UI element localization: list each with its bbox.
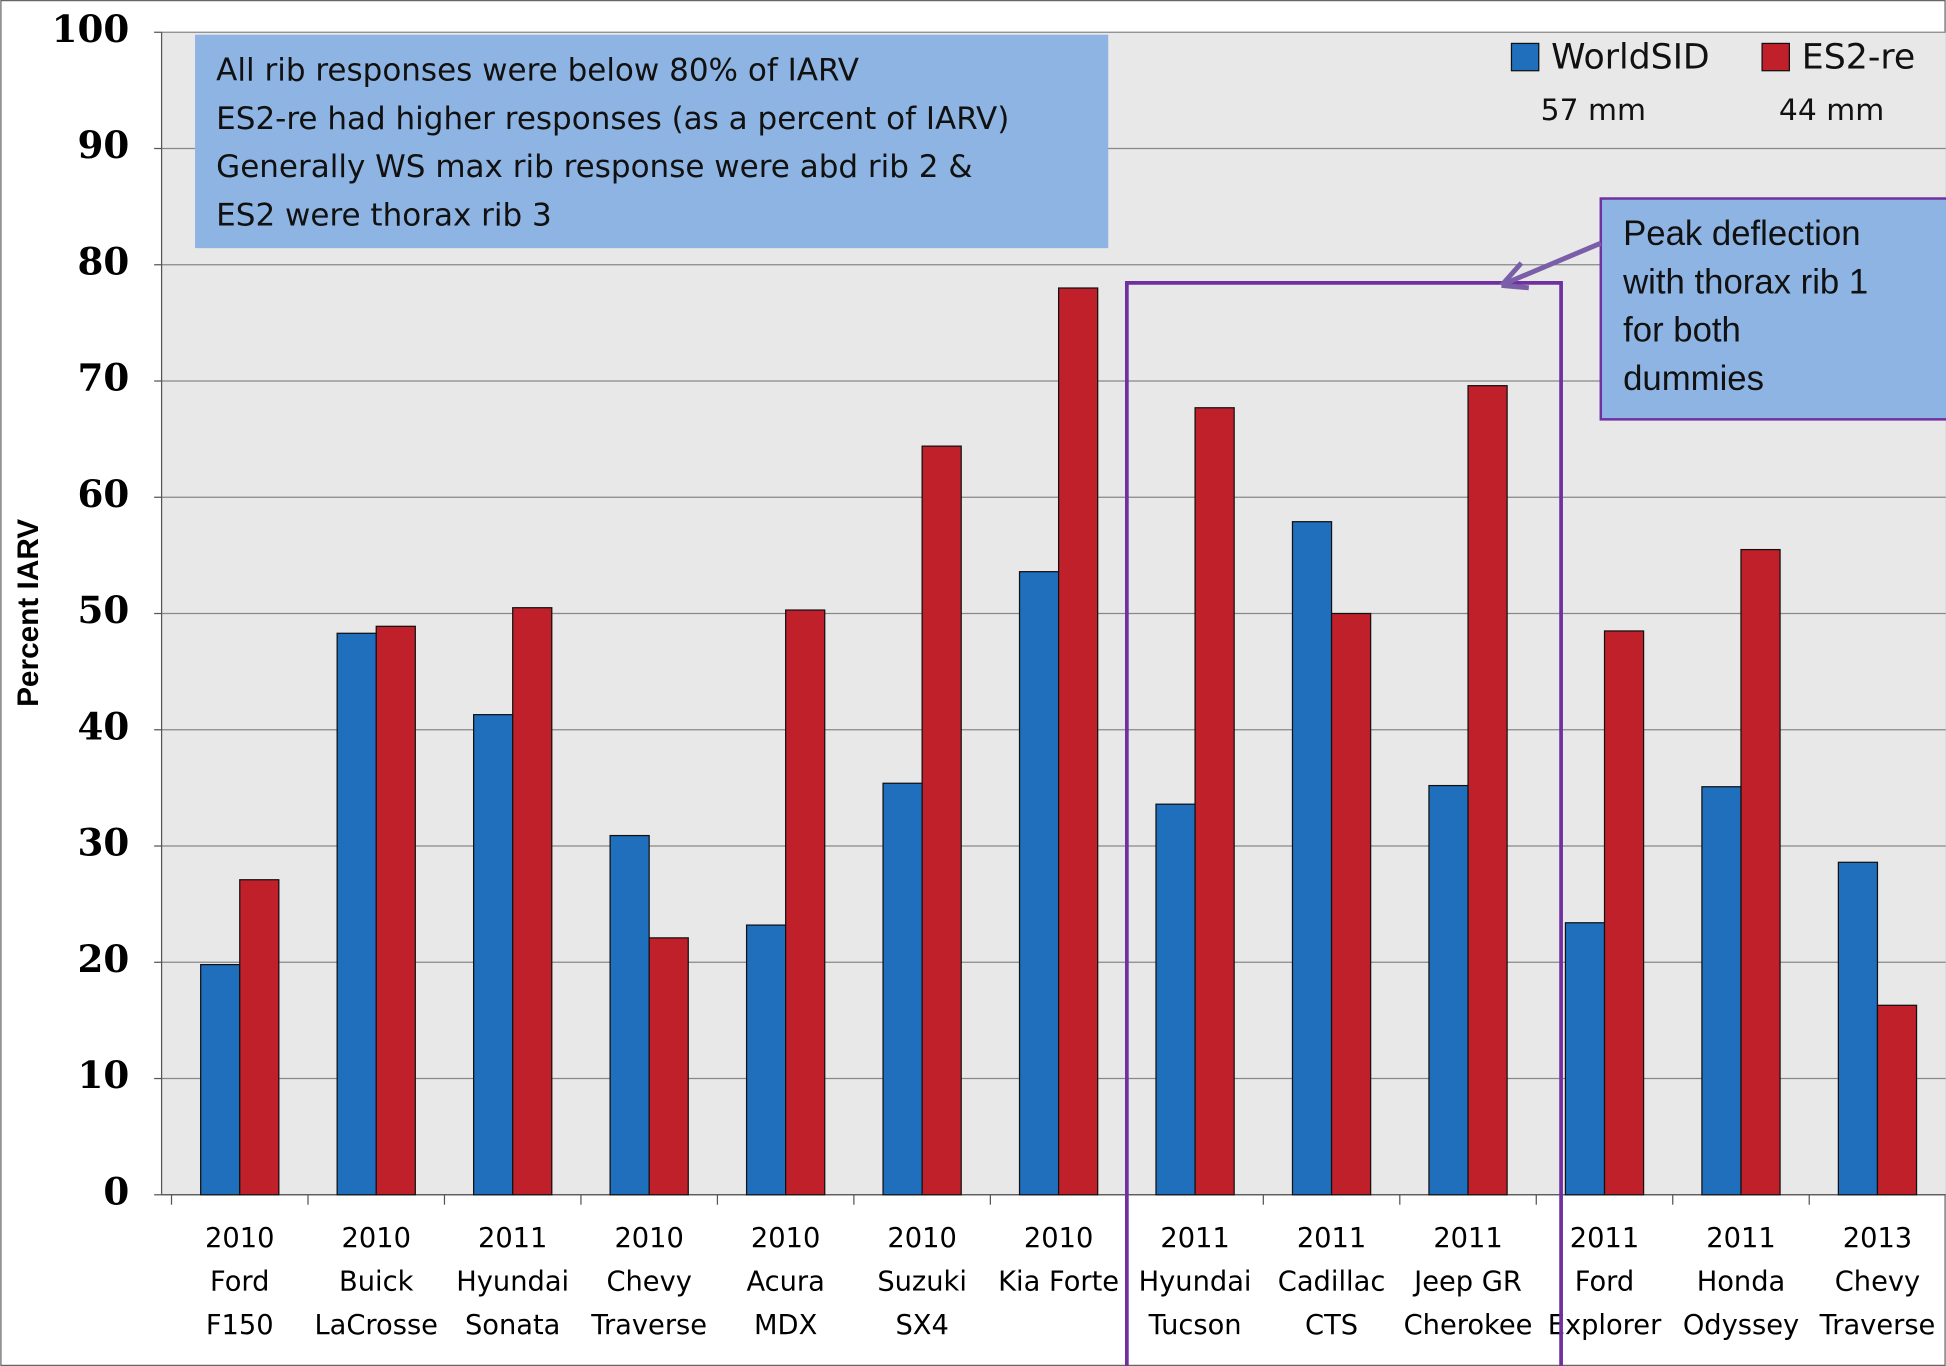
y-tick-label: 10 (78, 1053, 130, 1097)
bar (1837, 861, 1879, 1196)
x-tick-label: LaCrosse (314, 1310, 438, 1341)
bar (1428, 784, 1469, 1196)
annotation-text: Generally WS max rib response were abd r… (216, 149, 972, 185)
x-tick-label: 2011 (478, 1223, 547, 1254)
x-tick-label: Acura (746, 1266, 824, 1297)
x-tick-label: Explorer (1548, 1310, 1662, 1341)
x-tick-label: Traverse (590, 1310, 707, 1341)
bar (1876, 1004, 1918, 1196)
bar (609, 834, 650, 1196)
y-tick-label: 30 (78, 821, 130, 865)
y-tick-label: 80 (78, 239, 130, 283)
legend-swatch (1510, 42, 1540, 72)
annotation-text: All rib responses were below 80% of IARV (216, 52, 859, 88)
x-tick-label: 2010 (1024, 1223, 1093, 1254)
bar (1467, 385, 1508, 1196)
x-tick-label: Hyundai (456, 1266, 569, 1297)
bar (1701, 786, 1742, 1196)
legend-note: 44 mm (1779, 93, 1884, 128)
x-tick-label: Sonata (465, 1310, 560, 1341)
y-tick-label: 40 (78, 704, 130, 748)
x-tick-label: 2010 (887, 1223, 956, 1254)
x-tick-label: Hyundai (1139, 1266, 1252, 1297)
x-tick-label: Jeep GR (1412, 1266, 1522, 1297)
annotation-text: ES2 were thorax rib 3 (216, 198, 552, 234)
x-tick-label: 2010 (614, 1223, 683, 1254)
bar (745, 924, 787, 1196)
x-tick-label: Tucson (1148, 1310, 1242, 1341)
x-tick-label: 2011 (1433, 1223, 1502, 1254)
x-tick-label: Traverse (1819, 1310, 1936, 1341)
y-tick-label: 20 (78, 937, 130, 981)
bar (785, 609, 826, 1196)
y-tick-label: 60 (78, 472, 130, 516)
bar (1194, 407, 1235, 1196)
peak-text: for both (1623, 312, 1741, 350)
bar (1564, 922, 1606, 1196)
peak-text: with thorax rib 1 (1622, 263, 1868, 301)
x-tick-label: CTS (1305, 1310, 1358, 1341)
x-tick-label: F150 (206, 1310, 274, 1341)
arrow (1505, 240, 1602, 286)
annotation-box (195, 34, 1109, 249)
peak-box (1599, 197, 1946, 421)
bar (921, 445, 962, 1196)
bar (1155, 803, 1196, 1196)
y-tick-label: 90 (78, 123, 130, 167)
y-tick-label: 50 (78, 588, 130, 632)
x-tick-label: MDX (754, 1310, 817, 1341)
x-tick-label: Cadillac (1278, 1266, 1386, 1297)
x-tick-label: Ford (210, 1266, 269, 1297)
bar (336, 632, 377, 1196)
bar (1291, 521, 1333, 1196)
x-tick-label: 2010 (342, 1223, 411, 1254)
bar (200, 963, 241, 1196)
y-axis-label: Percent IARV (12, 519, 45, 707)
arrow-head (1499, 261, 1530, 291)
bar (882, 782, 923, 1196)
x-tick-label: SX4 (895, 1310, 948, 1341)
bar (1057, 287, 1099, 1196)
y-tick-label: 100 (52, 7, 130, 51)
legend-note: 57 mm (1541, 93, 1646, 128)
x-tick-label: Chevy (1835, 1266, 1920, 1297)
bar (648, 937, 689, 1196)
x-tick-label: Ford (1575, 1266, 1634, 1297)
legend-swatch (1761, 42, 1790, 72)
x-tick-label: Chevy (606, 1266, 691, 1297)
y-tick-label: 70 (78, 356, 130, 400)
bar (239, 879, 280, 1196)
x-tick-label: Kia Forte (998, 1266, 1119, 1297)
x-tick-label: 2011 (1706, 1223, 1775, 1254)
peak-text: Peak deflection (1623, 215, 1860, 253)
bar (375, 625, 416, 1196)
highlight-box (1124, 281, 1563, 1366)
x-tick-label: 2010 (205, 1223, 274, 1254)
x-tick-label: Suzuki (877, 1266, 967, 1297)
x-tick-label: 2011 (1160, 1223, 1229, 1254)
bar (1603, 630, 1645, 1196)
x-tick-label: 2011 (1297, 1223, 1366, 1254)
x-tick-label: Odyssey (1683, 1310, 1799, 1341)
bar (512, 607, 553, 1196)
annotation-text: ES2-re had higher responses (as a percen… (216, 101, 1009, 137)
bar (1330, 612, 1372, 1196)
x-tick-label: Honda (1697, 1266, 1786, 1297)
bar (473, 714, 514, 1196)
x-tick-label: Cherokee (1404, 1310, 1533, 1341)
x-tick-label: 2011 (1570, 1223, 1639, 1254)
peak-text: dummies (1623, 360, 1764, 398)
bar (1018, 571, 1060, 1196)
x-tick-label: Buick (339, 1266, 414, 1297)
x-tick-label: 2010 (751, 1223, 820, 1254)
bar (1740, 548, 1781, 1196)
y-tick-label: 0 (103, 1169, 129, 1213)
legend-label: ES2-re (1802, 37, 1915, 77)
legend-label: WorldSID (1551, 37, 1710, 77)
x-tick-label: 2013 (1843, 1223, 1912, 1254)
